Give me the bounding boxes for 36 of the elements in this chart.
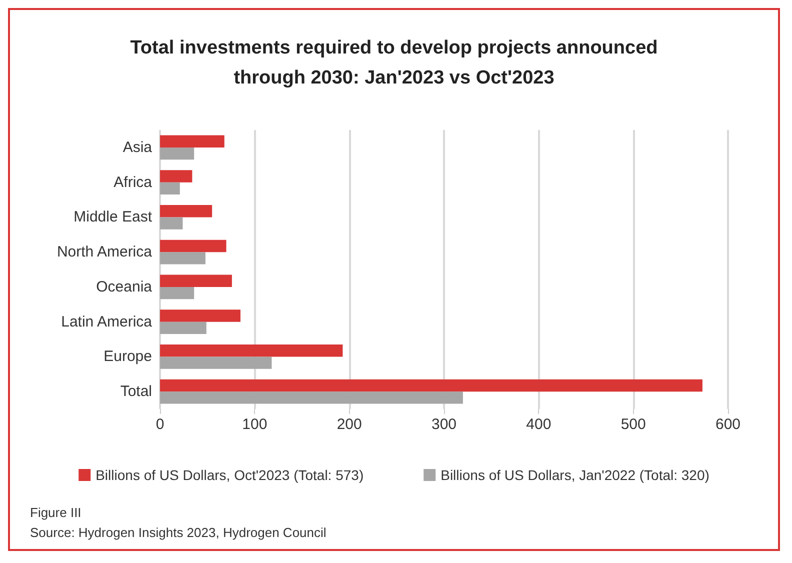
bar	[160, 182, 180, 195]
chart-title: Total investments required to develop projects announced through 2030: Jan'2023 vs Oct'2023	[130, 38, 658, 88]
bar	[160, 274, 232, 287]
y-tick-label: Latin America	[61, 313, 153, 330]
bar	[160, 135, 224, 148]
bar	[160, 344, 343, 357]
y-tick-label: Middle East	[74, 208, 153, 226]
y-tick-label: North America	[56, 244, 153, 261]
bar	[160, 204, 212, 218]
text: Figure III	[30, 505, 82, 520]
bar	[160, 147, 194, 160]
x-tick-label: 100	[242, 416, 268, 433]
y-tick-label: Total	[120, 383, 152, 400]
y-tick-label: Oceania	[96, 278, 153, 296]
bar	[160, 217, 183, 230]
x-tick-label: 200	[336, 416, 362, 433]
x-tick-label: 300	[431, 416, 457, 433]
legend-label: Billions of US Dollars, Oct'2023 (Total: 573)	[96, 467, 364, 483]
y-tick-label: Asia	[122, 138, 153, 156]
bar	[160, 379, 702, 392]
legend-label: Billions of US Dollars, Jan'2022 (Total: 320)	[440, 467, 710, 483]
x-tick-label: 500	[620, 416, 646, 433]
bar	[160, 392, 463, 404]
x-tick-label: 400	[526, 416, 552, 433]
y-tick-label: Europe	[104, 348, 152, 366]
source-note: Source: Hydrogen Insights 2023, Hydrogen Council	[30, 525, 326, 540]
bar	[160, 240, 226, 252]
bar	[160, 310, 240, 322]
bar	[160, 252, 206, 264]
bar	[160, 286, 194, 300]
bar	[160, 322, 206, 334]
x-tick-label: 600	[715, 416, 741, 433]
y-tick-label: Africa	[114, 174, 153, 191]
bar	[160, 170, 192, 182]
bar	[160, 356, 272, 369]
x-tick-label: 0	[156, 416, 164, 433]
